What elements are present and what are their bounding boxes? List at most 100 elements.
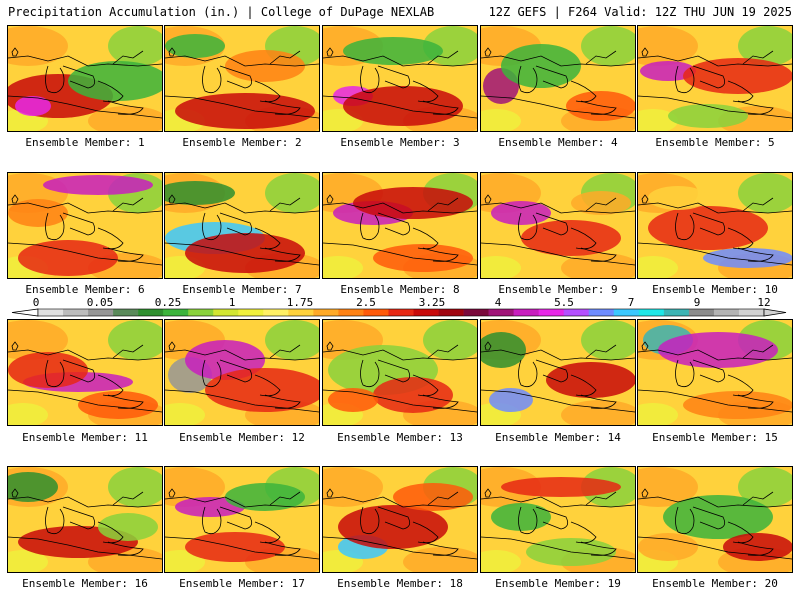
precip-map bbox=[165, 320, 319, 425]
geographic-boundary-line bbox=[323, 496, 477, 508]
geographic-boundary-line bbox=[518, 212, 538, 241]
precip-contour-area bbox=[491, 503, 551, 531]
geographic-boundary-line bbox=[269, 344, 301, 359]
precip-contour-area bbox=[561, 253, 635, 278]
colorbar-tick-label: 12 bbox=[757, 296, 771, 309]
precip-contour-area bbox=[343, 37, 443, 65]
ensemble-member-map bbox=[480, 172, 636, 279]
coastline-marker bbox=[11, 47, 19, 57]
geographic-boundary-line bbox=[481, 55, 635, 67]
precip-contour-area bbox=[68, 61, 162, 101]
geographic-boundary-line bbox=[62, 506, 96, 530]
precip-contour-area bbox=[663, 495, 773, 539]
precip-contour-area bbox=[175, 497, 245, 517]
colorbar-swatch bbox=[88, 309, 114, 316]
member-caption: Ensemble Member: 12 bbox=[179, 431, 305, 444]
precip-contour-area bbox=[338, 505, 448, 549]
precip-contour-area bbox=[98, 513, 158, 541]
precip-contour-area bbox=[8, 26, 68, 66]
precip-contour-area bbox=[561, 400, 635, 425]
geographic-boundary-line bbox=[112, 50, 144, 65]
precip-contour-area bbox=[328, 388, 378, 412]
geographic-boundary-line bbox=[165, 55, 319, 67]
coastline-marker bbox=[168, 488, 176, 498]
precip-contour-area bbox=[78, 391, 158, 419]
precip-contour-area bbox=[185, 233, 305, 273]
precip-contour-area bbox=[8, 320, 68, 360]
geographic-boundary-line bbox=[8, 242, 162, 266]
geographic-boundary-line bbox=[165, 536, 319, 560]
precip-contour-area bbox=[638, 256, 678, 278]
geographic-boundary-line bbox=[165, 242, 319, 266]
geographic-boundary-line bbox=[323, 55, 477, 67]
precip-contour-area bbox=[108, 320, 162, 360]
geographic-boundary-line bbox=[427, 491, 459, 506]
ensemble-member-map bbox=[164, 466, 320, 573]
colorbar-tick-label: 1.75 bbox=[286, 296, 314, 309]
coastline-marker bbox=[326, 194, 334, 204]
geographic-boundary-line bbox=[8, 55, 162, 67]
geographic-boundary-line bbox=[585, 344, 617, 359]
precip-contour-area bbox=[108, 26, 162, 66]
coastline-marker bbox=[484, 194, 492, 204]
member-caption: Ensemble Member: 9 bbox=[498, 283, 618, 296]
geographic-boundary-line bbox=[8, 536, 162, 560]
precip-contour-area bbox=[481, 256, 521, 278]
precip-contour-area bbox=[668, 104, 748, 128]
geographic-boundary-line bbox=[165, 202, 319, 214]
precip-contour-area bbox=[165, 181, 235, 205]
geographic-boundary-line bbox=[8, 496, 162, 508]
ensemble-member-map bbox=[637, 25, 793, 132]
geographic-boundary-line bbox=[638, 536, 792, 560]
geographic-boundary-line bbox=[585, 50, 617, 65]
ensemble-member-map bbox=[480, 319, 636, 426]
geographic-boundary-line bbox=[638, 496, 792, 508]
coastline-marker bbox=[484, 341, 492, 351]
colorbar-tick-label: 5.5 bbox=[554, 296, 574, 309]
precip-map bbox=[323, 173, 477, 278]
precip-contour-area bbox=[8, 352, 88, 388]
ensemble-member-map bbox=[164, 172, 320, 279]
ensemble-member-map bbox=[322, 319, 478, 426]
precip-contour-area bbox=[225, 483, 305, 511]
precip-map bbox=[481, 173, 635, 278]
ensemble-member-map bbox=[164, 25, 320, 132]
precip-contour-area bbox=[373, 244, 473, 272]
geographic-boundary-line bbox=[481, 202, 635, 214]
page-title: Precipitation Accumulation (in.) | Colle… bbox=[8, 5, 435, 19]
geographic-boundary-line bbox=[62, 212, 96, 236]
precip-contour-area bbox=[683, 58, 792, 94]
member-caption: Ensemble Member: 5 bbox=[655, 136, 775, 149]
precip-contour-area bbox=[165, 34, 225, 58]
geographic-boundary-line bbox=[675, 212, 695, 241]
geographic-boundary-line bbox=[8, 349, 162, 361]
precip-contour-area bbox=[175, 93, 315, 129]
precip-contour-area bbox=[738, 467, 792, 507]
colorbar-tick-label: 7 bbox=[627, 296, 635, 309]
geographic-boundary-line bbox=[202, 212, 222, 241]
geographic-boundary-line bbox=[323, 389, 477, 413]
geographic-boundary-line bbox=[323, 95, 477, 119]
colorbar-swatch bbox=[688, 309, 715, 316]
coastline-marker bbox=[168, 341, 176, 351]
geographic-boundary-line bbox=[62, 359, 96, 383]
geographic-boundary-line bbox=[742, 491, 774, 506]
precip-contour-area bbox=[403, 547, 477, 572]
geographic-boundary-line bbox=[8, 95, 162, 119]
geographic-boundary-line bbox=[481, 95, 635, 119]
ensemble-member-map bbox=[480, 25, 636, 132]
colorbar-swatch bbox=[513, 309, 539, 316]
member-caption: Ensemble Member: 3 bbox=[340, 136, 460, 149]
precip-contour-area bbox=[8, 199, 68, 227]
precip-map bbox=[323, 467, 477, 572]
geographic-boundary-line bbox=[518, 506, 538, 535]
ensemble-member-map bbox=[322, 25, 478, 132]
colorbar-swatch bbox=[588, 309, 615, 316]
geographic-boundary-line bbox=[219, 65, 253, 89]
precip-contour-area bbox=[501, 477, 621, 497]
geographic-boundary-line bbox=[481, 496, 635, 508]
geographic-boundary-line bbox=[219, 506, 253, 530]
colorbar-swatch bbox=[163, 309, 189, 316]
geographic-boundary-line bbox=[481, 349, 635, 361]
geographic-boundary-line bbox=[638, 242, 792, 266]
